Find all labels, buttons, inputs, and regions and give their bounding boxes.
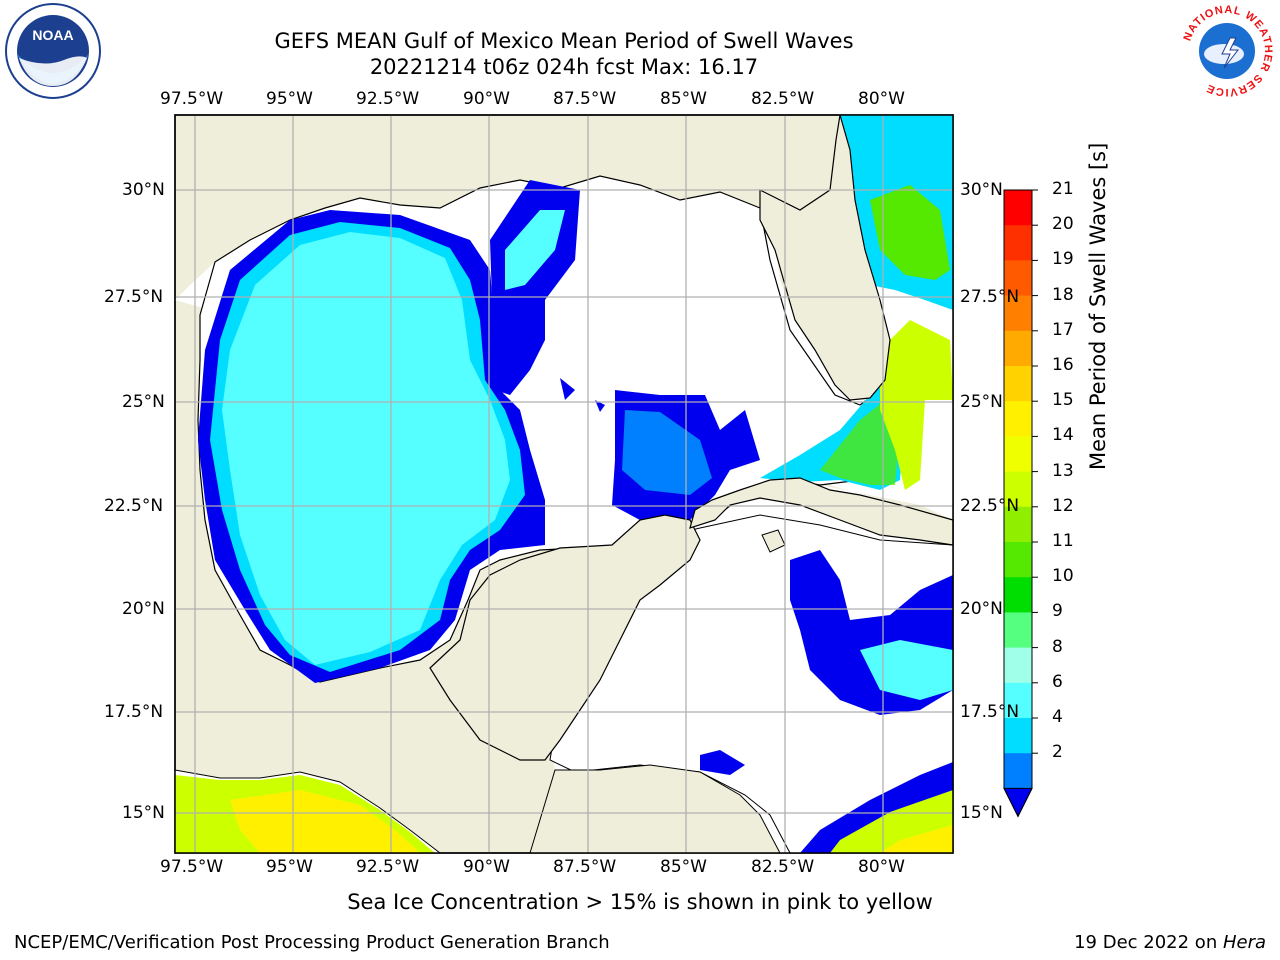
lon-label-bottom: 82.5°W (751, 857, 815, 877)
lat-label-right: 15°N (960, 803, 1003, 823)
colorbar-tick-label: 12 (1052, 495, 1074, 516)
credit-text: NCEP/EMC/Verification Post Processing Pr… (14, 932, 610, 953)
colorbar-bin (1004, 577, 1032, 613)
lat-label-left: 27.5°N (104, 287, 164, 307)
cuba (689, 477, 954, 546)
colorbar-bin (1004, 401, 1032, 437)
colorbar-bin (1004, 436, 1032, 473)
colorbar-bin (1004, 753, 1032, 789)
colorbar-tick-label: 8 (1052, 636, 1063, 657)
lon-label-bottom: 90°W (463, 857, 510, 877)
lon-label-bottom: 87.5°W (553, 857, 617, 877)
lon-label-top: 85°W (660, 89, 707, 109)
sea-ice-note: Sea Ice Concentration > 15% is shown in … (347, 890, 933, 914)
colorbar-tick-label: 19 (1052, 249, 1074, 270)
colorbar-tick-label: 13 (1052, 460, 1074, 481)
colorbar-bin (1004, 647, 1032, 684)
swell-blue-small-1 (700, 750, 745, 775)
swell-pacific-yellow (230, 790, 420, 853)
lon-label-top: 82.5°W (751, 89, 815, 109)
colorbar-extend-arrow (1003, 787, 1033, 818)
swell-south-caribbean-yellow (880, 825, 953, 853)
colorbar-bin (1004, 682, 1032, 719)
lat-label-right: 17.5°N (960, 702, 1020, 722)
lat-label-left: 17.5°N (104, 702, 164, 722)
colorbar-tick-label: 14 (1052, 425, 1074, 446)
swell-cyan-west (222, 232, 510, 665)
colorbar-bin (1004, 718, 1032, 754)
lon-label-top: 95°W (266, 89, 313, 109)
lat-label-left: 20°N (122, 599, 165, 619)
lon-label-bottom: 97.5°W (160, 857, 224, 877)
swell-blue-small-2 (560, 378, 605, 412)
lat-label-right: 20°N (960, 599, 1003, 619)
svg-text:NOAA: NOAA (32, 27, 73, 43)
lat-label-left: 22.5°N (104, 496, 164, 516)
lon-label-top: 97.5°W (160, 89, 224, 109)
colorbar-bin (1004, 612, 1032, 649)
colorbar-bin (1004, 542, 1032, 578)
colorbar-bin (1004, 366, 1032, 402)
colorbar-bin (1004, 225, 1032, 261)
swell-cyan-central (505, 210, 565, 290)
lon-label-top: 92.5°W (356, 89, 420, 109)
lon-label-bottom: 92.5°W (356, 857, 420, 877)
date-text: 19 Dec 2022 on Hera (1074, 932, 1266, 953)
lon-label-top: 80°W (858, 89, 905, 109)
map-title: GEFS MEAN Gulf of Mexico Mean Period of … (274, 29, 854, 53)
lon-label-top: 90°W (463, 89, 510, 109)
lat-label-right: 22.5°N (960, 496, 1020, 516)
florida (759, 114, 891, 401)
graticule (175, 115, 953, 853)
colorbar-bin (1004, 260, 1032, 297)
noaa-logo: NOAA (5, 3, 101, 99)
colorbar-outline (1003, 189, 1033, 818)
colorbar (1003, 189, 1038, 818)
colorbar-tick-label: 6 (1052, 671, 1063, 692)
colorbar-tick-label: 11 (1052, 531, 1074, 551)
lat-label-right: 27.5°N (960, 287, 1020, 307)
machine-name: Hera (1222, 932, 1266, 953)
colorbar-bin (1004, 295, 1032, 332)
colorbar-tick-label: 15 (1052, 390, 1074, 411)
swell-lightblue-east (622, 410, 712, 495)
colorbar-label: Mean Period of Swell Waves [s] (1086, 142, 1110, 470)
colorbar-tick-label: 20 (1052, 214, 1074, 235)
colorbar-tick-label: 9 (1052, 601, 1063, 622)
lon-label-top: 87.5°W (553, 89, 617, 109)
colorbar-bin (1004, 471, 1032, 508)
lon-label-bottom: 95°W (266, 857, 313, 877)
yucatan-peninsula (429, 514, 701, 761)
colorbar-tick-label: 10 (1052, 566, 1074, 587)
central-america (529, 764, 781, 854)
lat-label-left: 30°N (122, 180, 165, 200)
colorbar-bin (1004, 330, 1032, 367)
colorbar-tick-label: 4 (1052, 707, 1063, 727)
nws-logo: NATIONAL WEATHER SERVICE (1181, 4, 1273, 98)
colorbar-bin (1004, 506, 1032, 543)
swell-atlantic-green (870, 185, 950, 280)
map-subtitle: 20221214 t06z 024h fcst Max: 16.17 (369, 55, 759, 79)
lon-label-bottom: 85°W (660, 857, 707, 877)
colorbar-tick-label: 21 (1052, 179, 1074, 199)
lat-label-left: 25°N (122, 392, 165, 412)
lon-label-bottom: 80°W (858, 857, 905, 877)
colorbar-tick-label: 18 (1052, 284, 1074, 305)
swell-green-keys (820, 400, 900, 485)
swell-yellow-straits (880, 320, 953, 490)
lat-label-right: 30°N (960, 180, 1003, 200)
colorbar-bin (1004, 190, 1032, 226)
colorbar-tick-label: 16 (1052, 355, 1074, 375)
colorbar-tick-label: 17 (1052, 319, 1074, 340)
colorbar-tick-label: 2 (1052, 742, 1063, 763)
lat-label-left: 15°N (122, 803, 165, 823)
lat-label-right: 25°N (960, 392, 1003, 412)
